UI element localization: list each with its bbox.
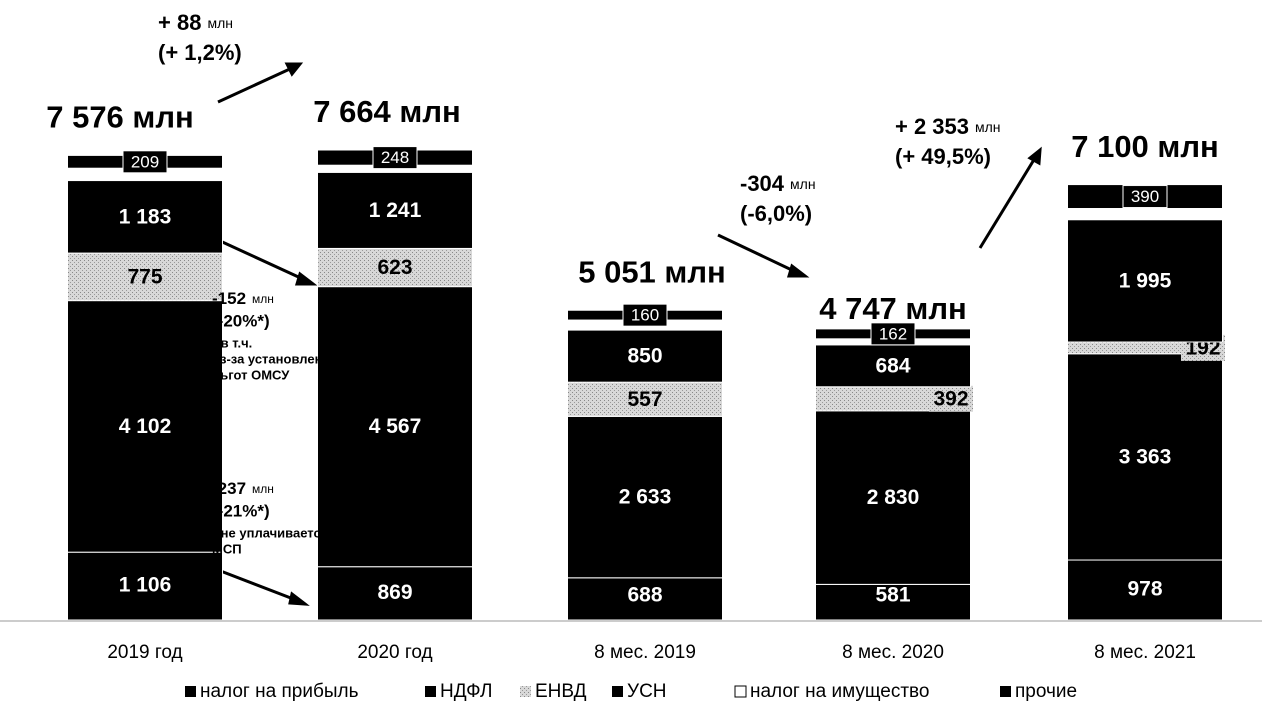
annotation-number: -304	[740, 171, 785, 196]
bar-segment	[317, 566, 473, 621]
annotation-number: -237	[212, 479, 246, 498]
label-box	[372, 146, 418, 170]
legend-marker	[734, 685, 747, 698]
value-label: 162	[879, 324, 907, 343]
bar-segment	[815, 410, 971, 585]
legend-label: прочие	[1015, 681, 1077, 702]
value-label: 1 241	[369, 199, 422, 222]
x-tick-label: 2019 год	[107, 642, 182, 663]
bar-segment	[567, 329, 723, 383]
value-label: 623	[377, 256, 412, 279]
bar-segment	[815, 344, 971, 388]
legend-label: УСН	[627, 681, 667, 702]
annotation-note: * не уплачивается	[212, 525, 328, 540]
bar-segment	[67, 252, 223, 302]
annotation-unit: млн	[790, 176, 816, 192]
legend-marker	[425, 686, 436, 697]
annotation-unit: млн	[975, 119, 1001, 135]
value-label: 850	[627, 345, 662, 368]
value-label: 684	[875, 354, 910, 377]
bar-segment	[1067, 219, 1223, 343]
bar-segment	[1067, 208, 1223, 221]
total-label: 7 576 млн	[46, 100, 194, 135]
total-label: 4 747 млн	[819, 291, 967, 326]
annotation-unit: млн	[252, 292, 274, 306]
annotation-note: * в т.ч.	[212, 335, 252, 350]
value-label: 4 567	[369, 415, 422, 438]
bar-segment	[567, 415, 723, 579]
value-label: 978	[1127, 578, 1162, 601]
annotation-value: + 88 млн	[158, 10, 233, 35]
legend-label: НДФЛ	[440, 681, 492, 702]
annotation-change: (-6,0%)	[740, 201, 812, 226]
annotation-number: + 2 353	[895, 114, 969, 139]
value-label: 3 363	[1119, 445, 1172, 468]
bar-segment	[567, 381, 723, 417]
annotation-number: -152	[212, 289, 246, 308]
value-label: 1 995	[1119, 269, 1172, 292]
value-label: 248	[381, 148, 409, 167]
annotation-change: (+ 49,5%)	[895, 144, 991, 169]
legend-label: налог на имущество	[750, 681, 930, 702]
label-box	[122, 150, 168, 174]
annotation-value: + 2 353 млн	[895, 114, 1001, 139]
label-box	[929, 385, 973, 412]
annotation-note: из-за установления	[212, 351, 338, 366]
value-label: 1 183	[119, 205, 172, 228]
value-label: 1 106	[119, 574, 172, 597]
annotation-value: -152 млн	[212, 289, 274, 308]
value-label: 2 830	[867, 486, 920, 509]
annotation-value: -237 млн	[212, 479, 274, 498]
total-label: 7 100 млн	[1071, 129, 1219, 164]
bar-segment	[67, 300, 223, 553]
value-label: 4 102	[119, 415, 172, 438]
total-label: 7 664 млн	[313, 94, 461, 129]
bar-segment	[815, 583, 971, 621]
x-tick-label: 2020 год	[357, 642, 432, 663]
annotation-number: + 88	[158, 10, 201, 35]
x-tick-label: 8 мес. 2019	[594, 642, 696, 663]
legend-marker	[1000, 686, 1011, 697]
x-tick-label: 8 мес. 2020	[842, 642, 944, 663]
legend-marker	[612, 686, 623, 697]
bar-segment	[317, 247, 473, 288]
bar-segment	[567, 577, 723, 621]
annotation-note: льгот ОМСУ	[212, 367, 290, 382]
value-label: 869	[377, 581, 412, 604]
value-label: 392	[933, 387, 968, 410]
arrows	[217, 62, 1042, 606]
label-box	[622, 303, 668, 327]
annotation-note: МСП	[212, 541, 242, 556]
annotation-unit: млн	[207, 15, 233, 31]
legend-label: налог на прибыль	[200, 681, 359, 702]
label-box	[870, 322, 916, 346]
annotation-change: (+ 1,2%)	[158, 40, 242, 65]
bar-segment	[1067, 353, 1223, 561]
annotation-change: (-21%*)	[212, 501, 270, 520]
value-label: 775	[127, 265, 162, 288]
annotation-value: -304 млн	[740, 171, 816, 196]
value-label: 688	[627, 584, 662, 607]
x-tick-label: 8 мес. 2021	[1094, 642, 1196, 663]
value-label: 209	[131, 152, 159, 171]
legend-label: ЕНВД	[535, 681, 587, 702]
label-box	[1122, 185, 1168, 209]
bar-segment	[67, 551, 223, 621]
value-label: 160	[631, 306, 659, 325]
annotation-unit: млн	[252, 482, 274, 496]
value-label: 390	[1131, 187, 1159, 206]
value-label: 2 633	[619, 486, 672, 509]
value-label: 557	[627, 388, 662, 411]
bar-segment	[317, 286, 473, 568]
value-label: 581	[875, 584, 910, 607]
annotation-change: (-20%*)	[212, 311, 270, 330]
legend-marker	[185, 686, 196, 697]
legend-marker	[520, 686, 531, 697]
bar-segment	[67, 180, 223, 254]
total-label: 5 051 млн	[578, 254, 726, 289]
